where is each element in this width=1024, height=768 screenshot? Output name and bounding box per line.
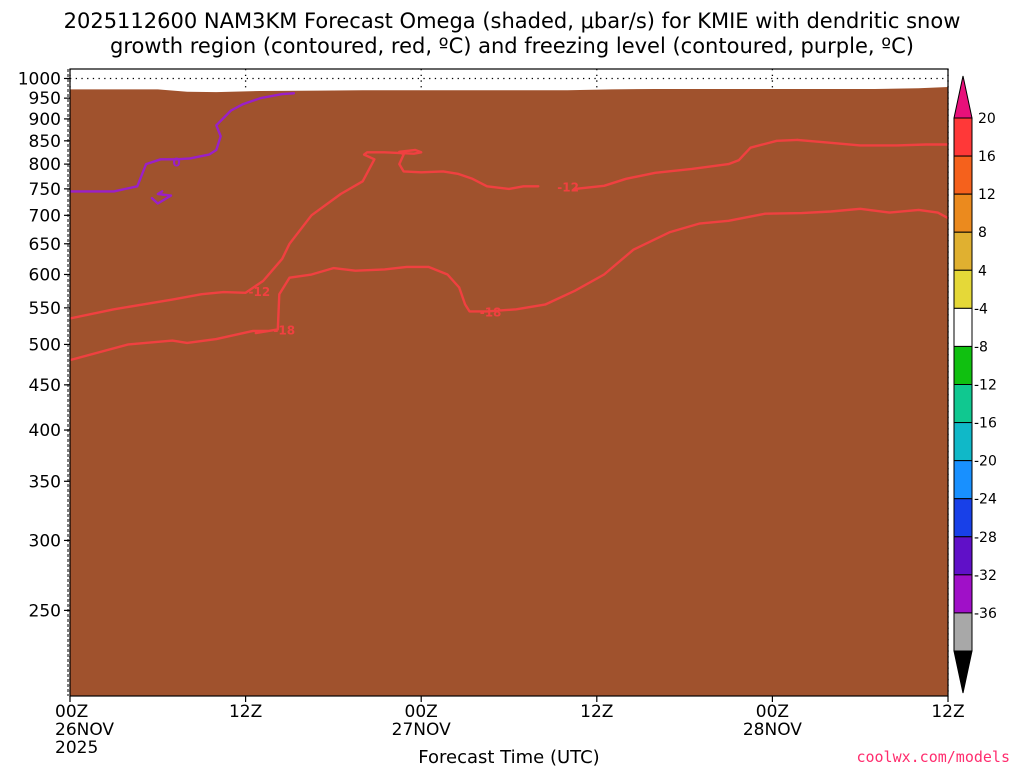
colorbar-swatch xyxy=(953,231,973,271)
freezing-level-contour xyxy=(70,92,296,193)
surface-terrain xyxy=(70,87,948,696)
y-tick-label: 350 xyxy=(29,472,61,492)
contour-lines xyxy=(70,92,948,362)
colorbar-swatch xyxy=(953,384,973,424)
chart-title-line2: growth region (contoured, red, ºC) and f… xyxy=(110,34,914,58)
y-tick-label: 450 xyxy=(29,376,61,396)
credit-link[interactable]: coolwx.com/models xyxy=(856,748,1010,766)
colorbar-label: -32 xyxy=(974,568,997,584)
y-tick-label: 250 xyxy=(29,601,61,621)
colorbar-label: -28 xyxy=(974,530,997,546)
colorbar-swatch xyxy=(953,612,973,652)
x-tick-label: 12Z xyxy=(229,702,262,722)
y-tick-label: 400 xyxy=(29,421,61,441)
colorbar-top-arrow xyxy=(953,75,973,119)
colorbar-label: -4 xyxy=(974,301,988,317)
y-tick-label: 800 xyxy=(29,155,61,175)
colorbar-swatch xyxy=(953,498,973,538)
dgz-contour xyxy=(796,138,948,147)
colorbar-label: -36 xyxy=(974,606,997,622)
contour-label: 0 xyxy=(172,156,180,170)
y-tick-label: 950 xyxy=(29,89,61,109)
colorbar-swatch xyxy=(953,193,973,233)
colorbar-swatch xyxy=(953,155,973,195)
colorbar-swatch xyxy=(953,307,973,347)
colorbar-label: -12 xyxy=(974,378,997,394)
dgz-contour xyxy=(254,207,948,335)
x-tick-label: 27NOV xyxy=(392,720,451,740)
x-tick-label: 00Z xyxy=(405,702,438,722)
colorbar-label: -16 xyxy=(974,416,997,432)
y-tick-label: 900 xyxy=(29,110,61,130)
x-tick-label: 12Z xyxy=(580,702,613,722)
dgz-contour xyxy=(70,329,269,362)
dgz-contour xyxy=(573,138,799,191)
y-tick-label: 300 xyxy=(29,531,61,551)
colorbar-label: 16 xyxy=(978,149,996,165)
x-axis-label: Forecast Time (UTC) xyxy=(418,747,599,768)
x-tick-label: 00Z xyxy=(55,702,88,722)
contour-label: -12 xyxy=(557,180,579,194)
chart-title-line1: 2025112600 NAM3KM Forecast Omega (shaded… xyxy=(64,9,961,33)
colorbar-label: 8 xyxy=(978,225,987,241)
plot-frame xyxy=(69,68,949,697)
contour-label: -18 xyxy=(273,323,295,337)
colorbar-label: 20 xyxy=(978,111,996,127)
colorbar-swatch xyxy=(953,422,973,462)
x-tick-label: 28NOV xyxy=(743,720,802,740)
colorbar-swatch xyxy=(953,269,973,309)
colorbar-label: -8 xyxy=(974,339,988,355)
colorbar-swatch xyxy=(953,536,973,576)
x-tick-label: 12Z xyxy=(931,702,964,722)
colorbar: 20 16 12 8 4 -4 -8 -12 -16 -20 -24 -28 -32 -36 xyxy=(953,75,997,694)
y-tick-label: 700 xyxy=(29,206,61,226)
y-tick-label: 1000 xyxy=(18,69,61,89)
y-tick-label: 850 xyxy=(29,132,61,152)
colorbar-label: -24 xyxy=(974,492,997,508)
colorbar-label: -20 xyxy=(974,454,997,470)
colorbar-bottom-arrow xyxy=(953,650,973,694)
y-tick-label: 650 xyxy=(29,235,61,255)
colorbar-swatch xyxy=(953,345,973,385)
y-tick-label: 750 xyxy=(29,180,61,200)
plot-area: -18-18-12-120250300350400450500550600650… xyxy=(18,68,965,758)
colorbar-swatch xyxy=(953,460,973,500)
y-tick-label: 550 xyxy=(29,299,61,319)
axes: 2503003504004505005506006507007508008509… xyxy=(18,68,965,758)
dgz-contour xyxy=(70,148,540,320)
x-tick-label: 00Z xyxy=(756,702,789,722)
contour-label: -12 xyxy=(249,285,271,299)
x-tick-label: 26NOV xyxy=(55,720,114,740)
colorbar-label: 4 xyxy=(978,263,987,279)
y-tick-label: 500 xyxy=(29,335,61,355)
colorbar-swatch xyxy=(953,574,973,614)
x-tick-label: 2025 xyxy=(55,738,98,758)
colorbar-swatch xyxy=(953,117,973,157)
y-tick-label: 600 xyxy=(29,265,61,285)
colorbar-label: 12 xyxy=(978,187,996,203)
contour-label: -18 xyxy=(480,305,502,319)
freezing-level-contour xyxy=(150,190,173,205)
